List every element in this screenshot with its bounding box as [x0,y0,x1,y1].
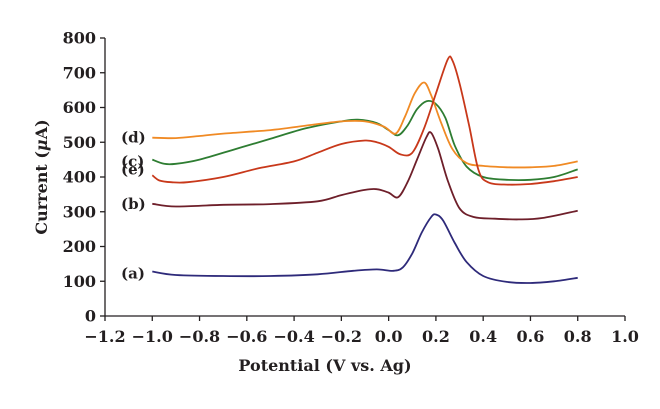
x-tick-label: −0.6 [226,327,267,346]
y-axis-title-mu: μ [32,139,51,151]
x-tick-label: −1.2 [84,327,125,346]
y-tick-label: 600 [63,98,96,117]
y-tick-label: 700 [63,63,96,82]
series-d-line [152,81,578,169]
x-tick-label: −0.2 [321,327,362,346]
y-tick-label: 800 [63,29,96,48]
y-tick-label: 300 [63,202,96,221]
series-e-line [151,55,578,186]
y-tick-label: 500 [63,133,96,152]
x-tick-label: 1.0 [611,327,639,346]
y-axis-title: Current (μA) [32,119,51,234]
x-tick-label: 0.0 [375,327,403,346]
y-axis-title-prefix: Current ( [32,151,51,235]
y-tick-label: 100 [63,272,96,291]
series-b-line [152,131,578,221]
x-tick-label: −0.4 [273,327,314,346]
x-tick-label: 0.8 [564,327,592,346]
series-curves [151,55,578,284]
x-tick-label: −1.0 [132,327,173,346]
series-d-label: (d) [121,129,146,147]
series-e-label: (e) [121,160,145,178]
series-c-line [151,100,578,181]
y-axis-title-suffix: A) [32,119,51,140]
x-tick-label: 0.2 [422,327,450,346]
x-axis-title: Potential (V vs. Ag) [238,356,411,375]
y-axis-ticks: 0 100 200 300 400 500 600 700 800 [63,29,105,326]
series-a-label: (a) [121,265,145,283]
y-tick-label: 400 [63,168,96,187]
y-tick-label: 200 [63,237,96,256]
series-b-label: (b) [121,195,146,213]
x-axis-ticks: −1.2 −1.0 −0.8 −0.6 −0.4 −0.2 0.0 0.2 0.4 0.6 0.8 1… [84,316,639,346]
x-tick-label: 0.6 [517,327,545,346]
y-tick-label: 0 [85,307,96,326]
series-a-line [152,213,578,284]
x-tick-label: 0.4 [469,327,497,346]
series-labels: (a) (b) (c) (d) (e) [121,129,146,283]
series-c-label: (c) [121,153,144,171]
x-tick-label: −0.8 [179,327,220,346]
